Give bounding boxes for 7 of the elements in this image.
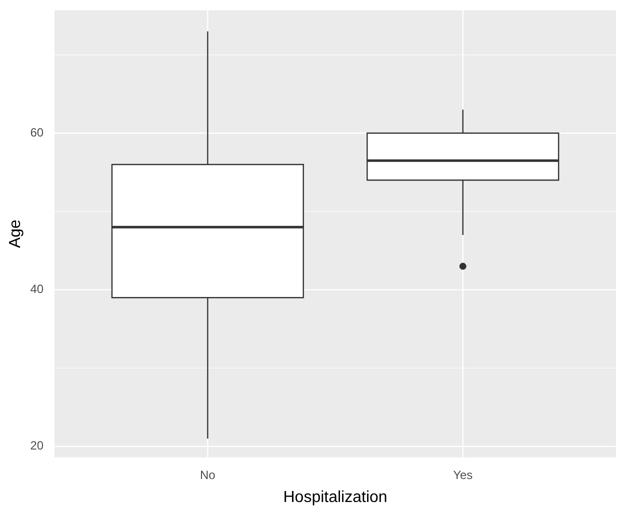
y-axis-title: Age bbox=[7, 219, 24, 248]
x-tick-label: Yes bbox=[453, 468, 473, 482]
x-axis-title: Hospitalization bbox=[283, 488, 388, 506]
y-tick-label: 60 bbox=[30, 125, 44, 140]
x-tick-label: No bbox=[200, 468, 216, 482]
y-tick-label: 20 bbox=[30, 438, 44, 453]
y-tick-label: 40 bbox=[30, 282, 44, 296]
